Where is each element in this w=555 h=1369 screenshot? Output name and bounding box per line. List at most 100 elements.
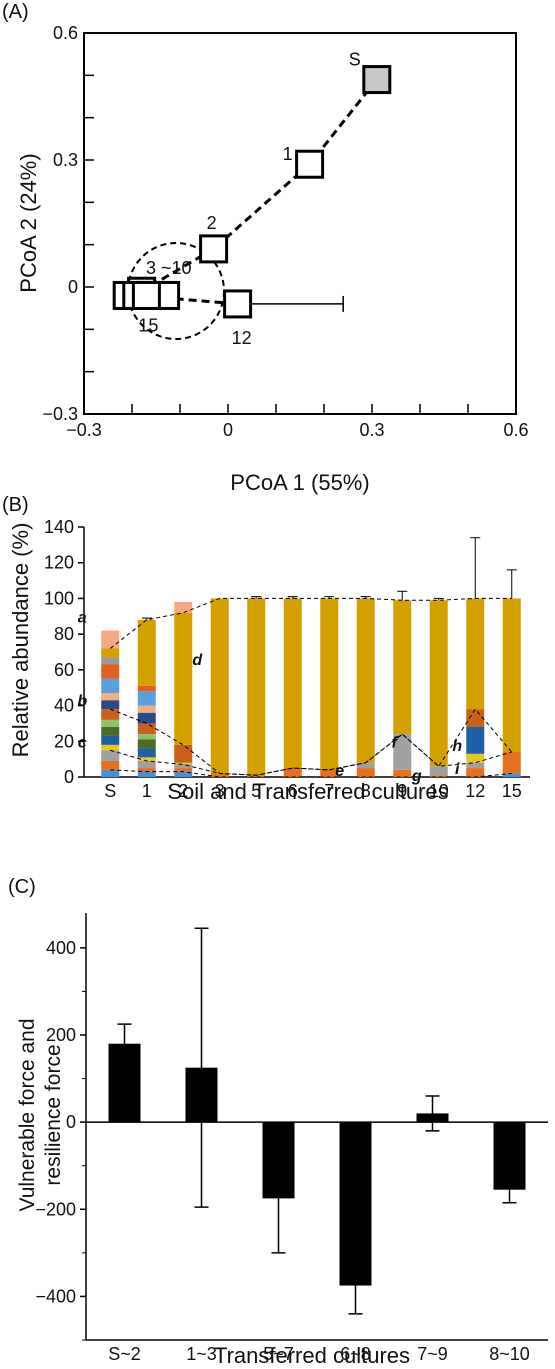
panel-a-x-tick-label: −0.3 [66,420,102,440]
panel-b-x-tick-label: 5 [251,781,261,801]
panel-b-bar-segment [101,744,120,751]
panel-b-x-tick-label: S [104,781,116,801]
panel-b-bar-segment [137,685,156,692]
panel-b-bar-segment [247,598,266,776]
panel-b-y-tick-label: 100 [44,588,74,608]
panel-b-bar-segment [174,762,193,765]
panel-b-annotation: e [335,763,344,780]
panel-b-bar-segment [137,691,156,706]
panel-a-point-marker [131,280,161,310]
panel-b-bar-segment [466,762,485,769]
panel-a-point-marker [199,234,229,264]
panel-b-bar-segment [283,598,302,769]
panel-b-bar-segment [174,771,193,777]
panel-a: (A) −0.3 0 0.3 0.6 −0.3 0 0.3 0.6 PCoA 1 (55%)… [2,1,529,495]
panel-c-y-axis-label: Vulnerable force and resilience force [16,1018,65,1211]
panel-b-bar-segment [429,775,448,777]
panel-b-bar-segment [502,598,521,752]
panel-b-error-bars [141,537,517,620]
panel-b-annotations: a b c d e fg hi [77,609,462,785]
panel-c-bars [108,1043,526,1286]
panel-b-x-tick-label: 1 [142,781,152,801]
panel-b-y-ticks: 0 20 40 60 80 100 120 140 [44,517,84,787]
panel-b-bar-segment [101,709,120,720]
panel-c-x-tick-label: 7~9 [417,1344,448,1364]
panel-b-bar-segment [210,773,229,777]
panel-b-x-tick-label: 6 [288,781,298,801]
panel-b-annotation: d [192,652,203,669]
panel-b-bar-segment [393,734,412,770]
panel-c-y-tick-label: −400 [35,1286,76,1306]
panel-c-x-ticks: S~2 1~3 5~7 6~8 7~9 8~10 [108,1344,530,1364]
panel-b-bar-segment [101,735,120,745]
panel-b-x-tick-label: 2 [178,781,188,801]
panel-b-bar-segment [101,664,120,679]
panel-b-bar-segment [356,598,375,763]
panel-c-y-tick-label: 400 [46,938,76,958]
panel-a-cluster-annotation: 3 ~10 [146,258,192,278]
panel-b-annotation: g [411,768,422,785]
panel-b-y-tick-label: 140 [44,517,74,537]
panel-b-y-axis-label: Relative abundance (%) [8,523,33,758]
panel-b-bar-segment [502,752,521,774]
panel-b-bar-segment [429,600,448,767]
panel-a-point-marker [295,149,325,179]
panel-b-bar-segment [137,739,156,749]
panel-b-bar-segment [210,598,229,774]
panel-a-point-label: 12 [232,328,252,348]
panel-b-bar-segment [137,771,156,777]
panel-a-point-label: S [349,50,361,70]
panel-b-y-tick-label: 120 [44,553,74,573]
panel-b-bar-segment [101,769,120,777]
panel-a-point-label: 15 [138,315,158,335]
panel-b-bar-segment [466,753,485,763]
panel-b-bar-segment [356,762,375,769]
panel-c-x-tick-label: 6~8 [340,1344,371,1364]
panel-b-bar-segment [174,768,193,772]
panel-b-connector-lines [109,597,513,778]
panel-b-bar-segment [502,773,521,777]
panel-c-x-tick-label: 1~3 [186,1344,217,1364]
panel-b-bar-segment [101,648,120,658]
panel-a-point-label: 2 [207,213,217,233]
panel-b-bar-segment [466,598,485,710]
panel-b-y-tick-label: 20 [54,731,74,751]
panel-a-y-tick-label: 0.6 [53,23,78,43]
panel-b-x-tick-label: 12 [465,781,485,801]
panel-a-y-tick-label: −0.3 [42,404,78,424]
panel-b-y-tick-label: 0 [64,767,74,787]
panel-b-bar-segment [101,657,120,665]
panel-a-y-axis-label: PCoA 2 (24%) [16,153,41,292]
panel-a-y-ticks: −0.3 0 0.3 0.6 [42,23,94,424]
panel-b-bar-segment [137,748,156,758]
panel-a-y-tick-label: 0 [68,277,78,297]
panel-b-bar-segment [356,768,375,777]
panel-b-bar-segment [320,769,339,777]
panel-b-bar-segment [137,768,156,772]
panel-b-bar-segment [101,760,120,770]
panel-a-point-label: 1 [283,144,293,164]
panel-c-x-tick-label: 5~7 [263,1344,294,1364]
panel-b-annotation: i [455,761,460,778]
panel-a-x-tick-label: 0.3 [359,420,384,440]
panel-b-bar-segment [101,630,120,649]
panel-c-y-label-line1: Vulnerable force and [16,1018,39,1211]
panel-b-x-tick-label: 9 [397,781,407,801]
panel-c-y-ticks: −400 −200 0 200 400 [35,938,86,1341]
panel-b-bar-segment [283,768,302,777]
panel-b-bar-segment [320,598,339,770]
panel-b-bar-segment [466,727,485,754]
panel-a-x-axis-label: PCoA 1 (55%) [230,470,369,495]
panel-b-bar-segment [174,744,193,763]
panel-b-bar-segment [101,693,120,701]
panel-b-y-tick-label: 60 [54,660,74,680]
panel-a-point-marker [223,289,253,319]
panel-b-annotation: f [392,734,399,751]
panel-b-bar-segment [137,734,156,740]
panel-b-bar-segment [393,600,412,735]
panel-b-bar-segment [101,700,120,710]
panel-b-bars [101,598,521,777]
panel-b-bar-segment [101,678,120,694]
